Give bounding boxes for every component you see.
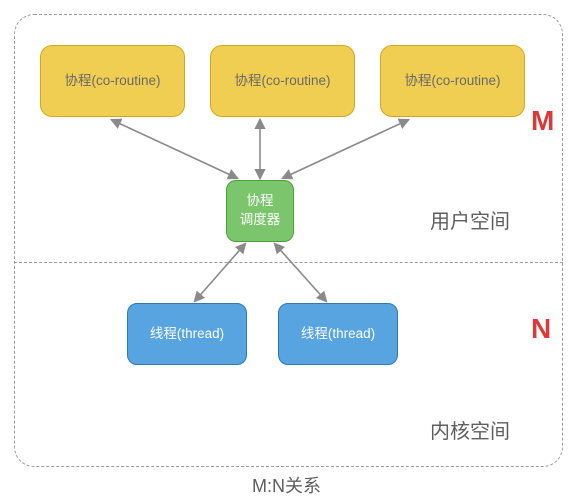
kernel-space-label: 内核空间 xyxy=(430,415,510,444)
coroutine-label: 协程(co-routine) xyxy=(404,72,500,91)
diagram-caption: M:N关系 xyxy=(252,472,321,498)
caption-text: M:N关系 xyxy=(252,476,321,496)
kernel-space-text: 内核空间 xyxy=(430,421,510,443)
scheduler-node: 协程 调度器 xyxy=(226,180,294,242)
label-n: N xyxy=(531,313,551,345)
coroutine-node-1: 协程(co-routine) xyxy=(40,45,185,117)
coroutine-label: 协程(co-routine) xyxy=(234,72,330,91)
thread-label: 线程(thread) xyxy=(301,325,375,344)
coroutine-label: 协程(co-routine) xyxy=(64,72,160,91)
thread-node-1: 线程(thread) xyxy=(127,303,247,365)
label-m: M xyxy=(531,105,554,137)
coroutine-node-2: 协程(co-routine) xyxy=(210,45,355,117)
thread-node-2: 线程(thread) xyxy=(278,303,398,365)
user-space-text: 用户空间 xyxy=(430,211,510,233)
thread-label: 线程(thread) xyxy=(150,325,224,344)
label-n-text: N xyxy=(531,313,551,344)
scheduler-label: 协程 调度器 xyxy=(240,192,281,230)
space-divider xyxy=(14,262,563,263)
user-space-label: 用户空间 xyxy=(430,205,510,234)
coroutine-node-3: 协程(co-routine) xyxy=(380,45,525,117)
label-m-text: M xyxy=(531,105,554,136)
